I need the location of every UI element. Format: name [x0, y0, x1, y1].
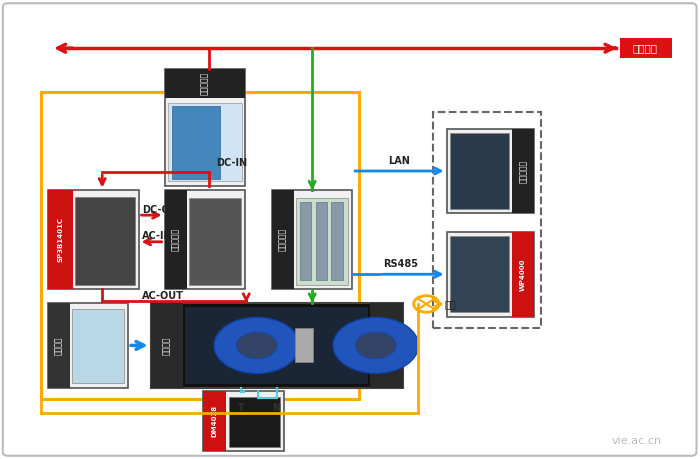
Bar — [447, 129, 534, 213]
Circle shape — [214, 318, 300, 373]
Bar — [150, 303, 402, 388]
Bar — [164, 69, 245, 186]
Bar — [300, 202, 312, 280]
Text: 电源进线: 电源进线 — [633, 43, 658, 53]
Bar — [172, 106, 220, 179]
Bar — [48, 190, 73, 289]
Bar — [164, 69, 245, 98]
Bar — [450, 133, 509, 209]
Bar — [370, 303, 402, 388]
Bar — [620, 38, 672, 58]
Text: AC-IN: AC-IN — [142, 231, 173, 241]
Bar — [71, 308, 124, 383]
Circle shape — [333, 318, 419, 373]
Bar — [295, 198, 348, 285]
Bar — [272, 190, 352, 289]
Text: 测功机控制: 测功机控制 — [279, 228, 288, 252]
Bar — [188, 198, 241, 285]
Bar — [48, 303, 128, 388]
Bar — [186, 307, 368, 384]
Text: 水冷系统: 水冷系统 — [55, 336, 64, 355]
Text: vie.ac.cn: vie.ac.cn — [612, 436, 662, 446]
Bar — [450, 236, 509, 312]
FancyBboxPatch shape — [3, 3, 696, 456]
Text: DM4028: DM4028 — [211, 405, 217, 437]
Bar — [41, 92, 359, 399]
Bar — [203, 391, 284, 451]
Text: 被试电机: 被试电机 — [162, 336, 172, 355]
Bar — [316, 202, 327, 280]
Bar — [168, 103, 242, 181]
Text: RS485: RS485 — [384, 259, 419, 269]
Bar — [447, 232, 534, 317]
Text: AC-OUT: AC-OUT — [142, 291, 184, 301]
Text: LAN: LAN — [389, 156, 410, 166]
Circle shape — [237, 332, 277, 359]
Bar — [512, 232, 534, 317]
Bar — [229, 397, 280, 447]
Bar — [150, 303, 183, 388]
Bar — [331, 202, 343, 280]
Bar — [75, 196, 135, 285]
Bar — [203, 391, 225, 451]
Text: DC-IN: DC-IN — [216, 158, 247, 168]
Bar — [48, 190, 139, 289]
Text: N: N — [272, 403, 281, 413]
Bar — [164, 190, 187, 289]
Bar — [295, 329, 313, 363]
Bar — [433, 112, 541, 328]
Text: WP4000: WP4000 — [520, 258, 526, 291]
Bar — [164, 190, 245, 289]
Text: 电机控制器: 电机控制器 — [172, 228, 181, 252]
Text: 光纤: 光纤 — [444, 299, 456, 309]
Text: 电池模拟器: 电池模拟器 — [200, 72, 209, 95]
Text: SP3B1401C: SP3B1401C — [57, 217, 63, 263]
Circle shape — [356, 332, 396, 359]
Bar — [48, 303, 70, 388]
Bar — [272, 190, 294, 289]
Text: 加载测功机: 加载测功机 — [382, 334, 391, 357]
Bar — [512, 129, 534, 213]
Text: 试验上位机: 试验上位机 — [519, 159, 528, 183]
Text: T: T — [238, 403, 244, 413]
Text: DC-OUT: DC-OUT — [142, 205, 185, 215]
